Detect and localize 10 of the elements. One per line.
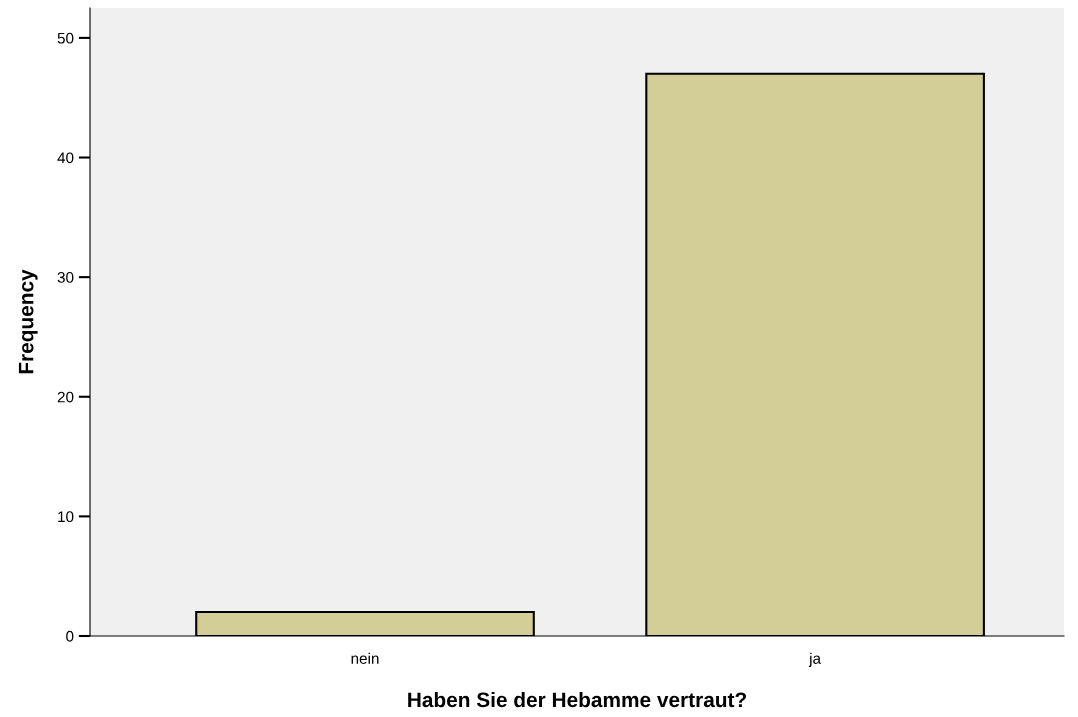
y-tick-label: 50 <box>57 32 74 44</box>
y-tick-label: 20 <box>57 391 74 403</box>
y-axis-title: Frequency <box>18 269 38 374</box>
x-axis-title: Haben Sie der Hebamme vertraut? <box>408 691 747 708</box>
x-tick-label: ja <box>808 652 822 667</box>
y-tick-label: 10 <box>58 511 74 523</box>
y-tick-label: 30 <box>57 272 74 283</box>
y-tick-label: 40 <box>57 152 74 164</box>
x-tick-label: nein <box>351 652 379 664</box>
y-tick-label: 0 <box>66 630 74 642</box>
